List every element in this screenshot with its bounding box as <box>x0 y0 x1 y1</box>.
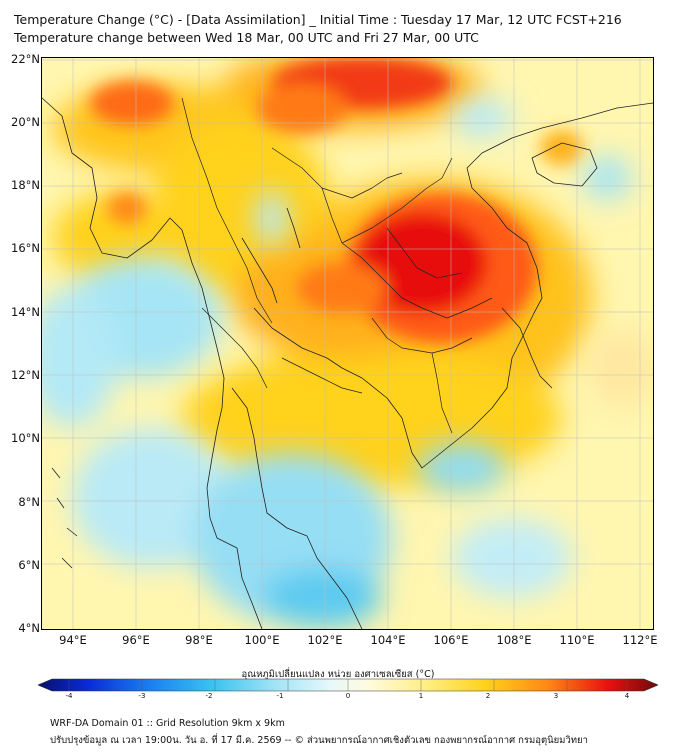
colorbar-tick-minus3: -3 <box>138 692 146 700</box>
lon-tick-112: 112°E <box>622 633 658 647</box>
lat-tick-22: 22°N <box>11 52 40 66</box>
lat-tick-14: 14°N <box>11 305 40 319</box>
lat-tick-16: 16°N <box>11 241 40 255</box>
lon-tick-102: 102°E <box>307 633 343 647</box>
title-line-1: Temperature Change (°C) - [Data Assimila… <box>14 12 622 27</box>
colorbar-tick-4: 4 <box>624 692 630 700</box>
lon-tick-108: 108°E <box>496 633 532 647</box>
footer-update-credit: ปรับปรุงข้อมูล ณ เวลา 19:00น. วัน อ. ที่… <box>50 735 588 746</box>
coastlines <box>42 97 653 629</box>
lat-tick-12: 12°N <box>11 368 40 382</box>
lat-tick-10: 10°N <box>11 431 40 445</box>
lon-tick-106: 106°E <box>433 633 469 647</box>
lon-tick-98: 98°E <box>185 633 213 647</box>
lon-tick-100: 100°E <box>244 633 280 647</box>
colorbar-title: อุณหภูมิเปลี่ยนแปลง หน่วย องศาเซลเซียส (… <box>241 669 435 680</box>
lon-tick-96: 96°E <box>122 633 150 647</box>
title-line-2: Temperature change between Wed 18 Mar, 0… <box>14 30 479 45</box>
lon-tick-104: 104°E <box>370 633 406 647</box>
footer-model-info: WRF-DA Domain 01 :: Grid Resolution 9km … <box>50 718 285 729</box>
map-panel <box>41 57 654 630</box>
colorbar <box>38 678 658 692</box>
lat-tick-8: 8°N <box>18 495 40 509</box>
lat-tick-4: 4°N <box>18 621 40 635</box>
colorbar-tick-minus2: -2 <box>205 692 213 700</box>
lat-tick-18: 18°N <box>11 178 40 192</box>
colorbar-tick-0: 0 <box>345 692 351 700</box>
temperature-change-map <box>42 58 653 629</box>
colorbar-tick-1: 1 <box>418 692 424 700</box>
lon-tick-94: 94°E <box>59 633 87 647</box>
colorbar-tick-2: 2 <box>485 692 491 700</box>
colorbar-tick-minus4: -4 <box>65 692 73 700</box>
colorbar-tick-minus1: -1 <box>276 692 284 700</box>
grid-lines <box>42 58 653 629</box>
temperature-field <box>42 58 653 629</box>
lon-tick-110: 110°E <box>559 633 595 647</box>
colorbar-tick-3: 3 <box>553 692 559 700</box>
lat-tick-6: 6°N <box>18 558 40 572</box>
country-borders <box>181 97 493 434</box>
lat-tick-20: 20°N <box>11 115 40 129</box>
